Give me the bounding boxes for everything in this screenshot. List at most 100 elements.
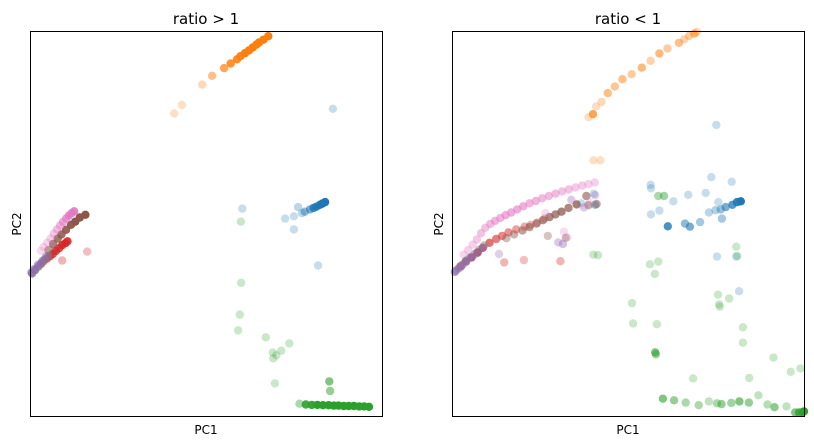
right-scatter-point [504,228,513,237]
left-panel-title: ratio > 1 [173,10,239,28]
right-scatter-point [564,185,573,194]
left-scatter-point [328,104,338,114]
right-scatter-point [476,229,486,238]
right-scatter-point [588,110,598,119]
right-scatter-point [727,177,736,186]
right-scatter-point [618,75,627,84]
right-scatter-point [714,197,723,207]
left-panel: ratio > 1 PC1 PC2 [10,10,383,437]
right-scatter-point [658,394,668,403]
right-scatter-point [494,249,504,259]
left-scatter-point [198,80,207,89]
right-scatter-point [467,253,476,262]
right-scatter-point [525,199,534,208]
right-scatter-point [538,194,547,203]
left-scatter-point [289,212,299,221]
left-scatter-point [44,251,53,261]
right-scatter-point [655,206,664,215]
right-scatter-point [592,199,601,209]
right-scatter-point [651,350,661,359]
right-scatter-point [559,227,569,236]
right-scatter-point [646,180,655,189]
left-scatter-point [264,32,273,41]
right-scatter-point [603,88,612,98]
right-scatter-point [725,294,734,303]
right-scatter-point [659,191,669,201]
left-scatter-point [81,210,90,219]
right-scatter-point [654,257,663,266]
right-scatter-point [727,398,736,408]
right-scatter-point [628,319,638,328]
right-scatter-point [744,398,754,407]
right-scatter-point [637,63,646,72]
right-scatter-point [571,183,580,192]
left-scatter-point [293,202,303,212]
left-scatter-point [313,261,323,270]
right-scatter-point [694,401,703,410]
left-scatter-point [301,400,310,409]
left-panel-x-axis-label: PC1 [194,423,217,437]
left-scatter-point [41,252,51,261]
right-scatter-point [589,189,598,198]
right-scatter-point [734,287,744,296]
right-scatter-point [478,243,487,252]
right-scatter-point [674,38,684,47]
right-scatter-point [589,250,598,259]
right-scatter-point [497,231,507,241]
right-scatter-point [610,82,619,91]
right-panel-frame [452,31,805,417]
right-scatter-point [512,225,521,234]
right-scatter-point [663,222,672,231]
right-scatter-point [500,258,509,267]
right-scatter-point [707,173,716,182]
right-scatter-point [652,320,662,329]
right-scatter-point [519,202,528,211]
right-scatter-point [597,97,606,107]
right-scatter-point [561,233,570,242]
right-scatter-point [564,203,573,213]
right-scatter-point [584,179,593,189]
right-scatter-point [544,191,553,201]
right-scatter-point [738,338,748,347]
right-scatter-point [567,195,576,204]
right-scatter-point [655,49,664,58]
right-scatter-point [480,241,489,250]
right-scatter-point [663,44,672,53]
right-scatter-point [509,230,519,239]
right-scatter-point [645,260,655,269]
right-scatter-point [717,214,727,223]
right-panel: ratio < 1 PC1 PC2 [432,10,809,437]
right-scatter-point [519,255,529,265]
left-scatter-point [39,242,48,252]
right-scatter-point [472,235,482,244]
right-scatter-point [735,397,744,406]
right-scatter-point [712,120,721,130]
right-scatter-point [745,373,754,383]
right-scatter-point [701,188,710,198]
right-scatter-point [589,156,598,165]
right-scatter-point [704,208,714,217]
right-scatter-point [681,398,690,407]
left-scatter-point [272,351,281,360]
left-scatter-point [70,207,79,216]
right-scatter-point [627,298,637,308]
right-scatter-point [541,209,550,218]
right-scatter-point [531,196,540,206]
right-panel-title: ratio < 1 [595,10,661,28]
right-scatter-point [715,302,724,311]
right-scatter-point [582,191,591,201]
left-scatter-point [46,234,55,243]
right-scatter-point [525,222,534,232]
right-scatter-point [680,219,690,228]
right-scatter-point [463,245,473,255]
right-scatter-point [712,252,722,261]
left-scatter-point [270,379,280,388]
right-scatter-point [590,178,599,187]
left-scatter-point [219,63,229,73]
right-scatter-point [782,402,791,411]
left-scatter-point [236,217,246,226]
left-scatter-point [289,225,299,234]
right-scatter-point [654,191,663,201]
left-scatter-point [237,278,246,287]
